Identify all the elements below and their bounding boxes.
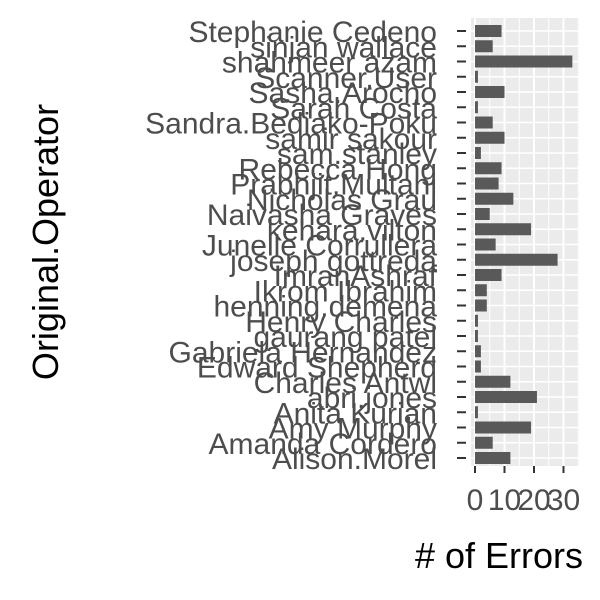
- category-label: Henry Charles: [245, 306, 437, 339]
- y-axis-ticks: [457, 30, 466, 459]
- bar: [475, 192, 514, 205]
- category-label: joseph gottreda: [229, 245, 437, 278]
- bar: [475, 131, 505, 144]
- category-label: Anita Kurian: [274, 397, 437, 430]
- bar: [475, 40, 493, 53]
- bars: [475, 25, 573, 464]
- category-label: Rebecca Hong: [239, 153, 437, 186]
- bar: [475, 299, 487, 312]
- bar: [475, 452, 511, 464]
- x-axis-title: # of Errors: [415, 535, 583, 576]
- category-label: Sarah Costa: [270, 92, 437, 125]
- category-label: ImranAshraf: [274, 260, 438, 293]
- category-label: Alison.Morel: [272, 443, 437, 476]
- category-label: Nicholas Grau: [247, 184, 437, 217]
- category-label: shahmeer azam: [222, 47, 437, 80]
- category-label: Sandra.Bediako-Poku: [145, 108, 437, 141]
- bar: [475, 436, 493, 449]
- category-label: Scanner.User: [255, 62, 437, 95]
- category-label: Sasha.Arocho: [249, 77, 437, 110]
- x-tick-label: 30: [547, 484, 580, 517]
- x-tick-label: 0: [467, 484, 484, 517]
- bar: [475, 421, 532, 434]
- bar: [475, 147, 481, 159]
- bar: [475, 223, 532, 236]
- x-tick-label: 10: [488, 484, 521, 517]
- y-axis-title: Original.Operator: [25, 104, 66, 380]
- category-label: Amanda Cordero: [209, 428, 437, 461]
- bar: [475, 253, 558, 266]
- category-label: Stephanie Cedeno: [188, 16, 437, 49]
- bar: [475, 177, 499, 190]
- category-label: Edward Shepherd: [197, 352, 437, 385]
- x-tick-label: 20: [517, 484, 550, 517]
- bar: [475, 25, 502, 37]
- category-label: kehara.vilton: [267, 214, 437, 247]
- bar: [475, 330, 478, 342]
- category-label: henning.demena: [213, 291, 437, 324]
- bar: [475, 314, 478, 327]
- bar: [475, 162, 502, 175]
- bar: [475, 284, 487, 297]
- bar: [475, 345, 481, 358]
- bar: [475, 116, 493, 129]
- bar: [475, 70, 478, 83]
- bar: [475, 86, 505, 98]
- bar: [475, 208, 490, 220]
- category-label: Amy Murphy: [269, 413, 437, 446]
- category-label: abri.jones: [307, 382, 437, 415]
- category-label: sam.stanley: [277, 138, 437, 171]
- category-label: Naivasha Graves: [207, 199, 437, 232]
- category-label: Prabhjit.Multani: [230, 169, 437, 202]
- bar: [475, 238, 496, 251]
- category-label: Gabriela Hernandez: [169, 336, 438, 369]
- x-axis-ticks: [474, 466, 565, 473]
- bar: [475, 375, 511, 388]
- category-label: Charles Antwi: [254, 367, 437, 400]
- bar: [475, 269, 502, 281]
- bar: [475, 101, 478, 114]
- category-label: Junelle Corrullera: [202, 230, 437, 263]
- bar: [475, 360, 481, 373]
- category-label: sinjan wallace: [250, 31, 437, 64]
- category-label: samir sakour: [265, 123, 437, 156]
- bar: [475, 55, 573, 68]
- bar: [475, 406, 478, 419]
- bar: [475, 391, 537, 403]
- category-label: Ikrom Ibrahim: [254, 275, 437, 308]
- category-label: gaurang patel: [254, 321, 438, 354]
